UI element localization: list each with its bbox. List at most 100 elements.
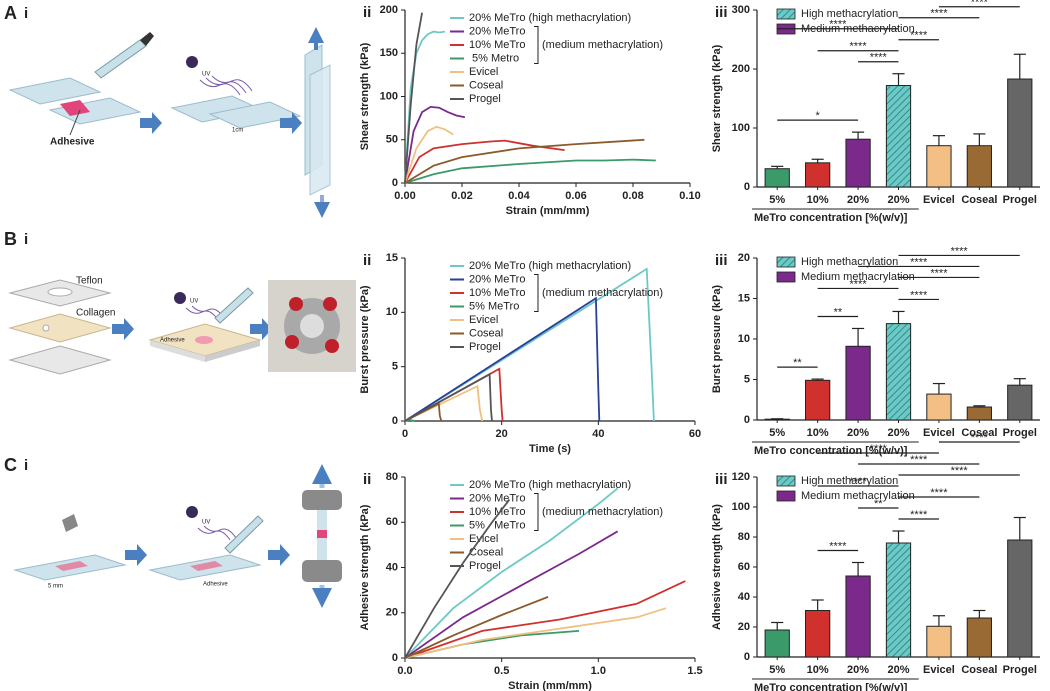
legend-label: 20% MeTro (high methacrylation) <box>469 260 631 272</box>
illustration-label: 5 mm <box>48 584 63 590</box>
significance-label: **** <box>910 509 928 521</box>
x-tick-label: 0.0 <box>397 665 412 677</box>
series-line <box>404 158 656 184</box>
illustration-label: Adhesive <box>160 338 185 344</box>
panel-sub: i <box>24 5 28 22</box>
legend-label: 10% MeTro <box>469 506 525 518</box>
x-tick-label: 0.02 <box>451 190 472 202</box>
x-tick-label: 10% <box>807 427 829 439</box>
legend-swatch <box>776 256 796 268</box>
y-tick-label: 200 <box>732 63 750 75</box>
x-tick-label: Evicel <box>923 664 955 676</box>
bar <box>926 625 952 658</box>
x-tick-label: 0.00 <box>394 190 415 202</box>
illustration-label: 1cm <box>232 128 243 134</box>
legend-swatch <box>776 490 796 502</box>
legend-bracket <box>534 493 539 531</box>
panel-sub: iii <box>715 252 728 269</box>
significance-label: **** <box>850 41 868 53</box>
significance-label: **** <box>910 289 928 301</box>
x-tick-label: 0.08 <box>622 190 643 202</box>
series-line <box>404 105 466 184</box>
bar <box>845 345 871 421</box>
bar <box>926 393 952 421</box>
panel-sub: iii <box>715 471 728 488</box>
y-axis-title: Burst pressure (kPa) <box>359 285 371 394</box>
illustration-b: Teflon Collagen UV Adhesive <box>8 276 356 375</box>
panel-sub: i <box>24 457 28 474</box>
series-line <box>404 499 511 659</box>
y-tick-label: 120 <box>732 471 750 483</box>
y-tick-label: 5 <box>744 373 750 385</box>
legend-label: 10% MeTro <box>469 287 525 299</box>
illustration-label: Adhesive <box>50 137 95 148</box>
x-tick-label: 20% <box>847 664 869 676</box>
illustration-label: Adhesive <box>203 582 228 588</box>
x-axis-title: Strain (mm/mm) <box>506 205 590 217</box>
panel-sub: iii <box>715 4 728 21</box>
x-tick-label: 20% <box>887 664 909 676</box>
illustration-label: Collagen <box>76 308 115 319</box>
legend-bracket <box>534 26 539 64</box>
y-tick-label: 5 <box>392 361 398 373</box>
x-tick-label: 40 <box>592 428 604 440</box>
x-tick-label: Coseal <box>961 664 997 676</box>
legend-label: 20% MeTro (high methacrylation) <box>469 479 631 491</box>
x-tick-label: 1.0 <box>591 665 606 677</box>
series-line <box>404 596 549 659</box>
legend-label: Evicel <box>469 314 498 326</box>
significance-label: **** <box>971 0 989 9</box>
significance-label: **** <box>870 52 888 64</box>
legend-label: Coseal <box>469 546 503 558</box>
legend-label: High methacrylation <box>801 256 898 268</box>
y-tick-label: 20 <box>738 621 750 633</box>
legend-label: Medium methacrylation <box>801 490 915 502</box>
y-tick-label: 100 <box>380 90 398 102</box>
illustration-a: Adhesive UV 1cm <box>8 27 331 218</box>
legend-label: 5% MeTro <box>469 300 519 312</box>
x-tick-label: 0.10 <box>679 190 700 202</box>
series-line <box>404 372 493 422</box>
illustration-c: 5 mm UV Adhesive <box>13 464 342 608</box>
x-tick-label: 20% <box>847 194 869 206</box>
bar <box>966 145 992 188</box>
illustration-label: UV <box>202 520 210 526</box>
x-axis-title: MeTro concentration [%(w/v)] <box>754 682 908 691</box>
x-tick-label: 0.5 <box>494 665 509 677</box>
significance-label: **** <box>951 465 969 477</box>
significance-label: **** <box>930 267 948 279</box>
y-axis-title: Shear strength (kPa) <box>359 42 371 150</box>
x-axis-title: Time (s) <box>529 443 571 455</box>
series-line <box>404 530 619 659</box>
y-tick-label: 0 <box>392 652 398 664</box>
panel-letter: B <box>4 229 17 249</box>
y-tick-label: 80 <box>386 471 398 483</box>
significance-label: ** <box>874 498 883 510</box>
panel-sub: ii <box>363 471 371 488</box>
legend-swatch <box>776 271 796 283</box>
bar <box>966 406 992 421</box>
legend-label: Coseal <box>469 327 503 339</box>
series-line <box>404 138 645 184</box>
x-tick-label: 10% <box>807 664 829 676</box>
series-line <box>404 12 423 184</box>
series-line <box>404 384 484 422</box>
legend-swatch <box>776 8 796 20</box>
legend-label: Coseal <box>469 79 503 91</box>
bar <box>845 138 871 188</box>
legend-label: 10% MeTro <box>469 39 525 51</box>
bar <box>1007 78 1033 188</box>
legend-group-label: (medium methacrylation) <box>542 506 663 518</box>
legend-label: 20% MeTro (high methacrylation) <box>469 12 631 24</box>
bar <box>805 610 831 658</box>
series-line <box>404 580 686 659</box>
significance-label: **** <box>910 256 928 268</box>
x-tick-label: 60 <box>689 428 701 440</box>
legend-label: 5% Metro <box>469 52 519 64</box>
y-tick-label: 40 <box>738 591 750 603</box>
significance-label: ** <box>834 306 843 318</box>
y-tick-label: 0 <box>392 415 398 427</box>
x-tick-label: Progel <box>1003 427 1037 439</box>
y-tick-label: 80 <box>738 531 750 543</box>
legend-label: Evicel <box>469 66 498 78</box>
